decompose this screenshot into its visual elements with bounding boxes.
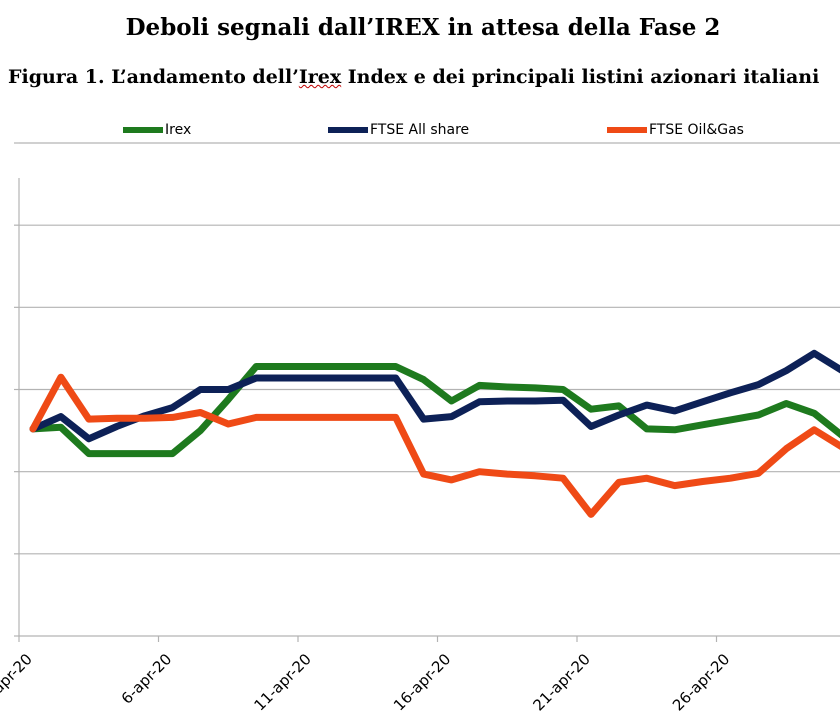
legend-label-ftse-all-share: FTSE All share bbox=[370, 122, 470, 138]
x-tick-label: 1-apr-20 bbox=[0, 650, 36, 708]
chart-legend: Irex FTSE All share FTSE Oil&Gas bbox=[0, 122, 840, 142]
chart-subtitle: Figura 1. L’andamento dell’Irex Index e … bbox=[8, 66, 840, 88]
subtitle-part-2: Irex bbox=[298, 66, 342, 88]
x-tick-label: 21-apr-20 bbox=[530, 650, 594, 714]
subtitle-part-1: Figura 1. L’andamento dell’ bbox=[8, 66, 299, 88]
legend-swatch-ftse-oil-gas bbox=[607, 127, 647, 133]
legend-label-ftse-oil-gas: FTSE Oil&Gas bbox=[649, 122, 744, 138]
subtitle-part-3: Index bbox=[341, 66, 408, 88]
series-line-ftse-all-share bbox=[29, 349, 840, 443]
x-tick-label: 11-apr-20 bbox=[251, 650, 315, 714]
legend-item-ftse-all-share: FTSE All share bbox=[328, 122, 469, 138]
series-line-ftse-oil-gas bbox=[29, 373, 840, 518]
x-tick-label: 16-apr-20 bbox=[390, 650, 454, 714]
legend-item-irex: Irex bbox=[123, 122, 191, 138]
page-title: Deboli segnali dall’IREX in attesa della… bbox=[125, 14, 721, 41]
chart-gridlines bbox=[19, 142, 840, 555]
x-axis-tick-labels: 1-apr-20 6-apr-20 11-apr-20 16-apr-20 21-apr… bbox=[0, 650, 733, 714]
chart-axes bbox=[14, 142, 840, 642]
series-line-irex bbox=[29, 363, 840, 458]
x-tick-label: 6-apr-20 bbox=[118, 650, 176, 708]
legend-label-irex: Irex bbox=[165, 122, 192, 138]
chart-series bbox=[29, 349, 840, 518]
legend-swatch-irex bbox=[123, 127, 163, 133]
x-tick-label: 26-apr-20 bbox=[669, 650, 733, 714]
legend-swatch-ftse-all-share bbox=[328, 127, 368, 133]
subtitle-part-4: e dei principali listini azionari italia… bbox=[407, 66, 820, 88]
legend-item-ftse-oil-gas: FTSE Oil&Gas bbox=[607, 122, 744, 138]
